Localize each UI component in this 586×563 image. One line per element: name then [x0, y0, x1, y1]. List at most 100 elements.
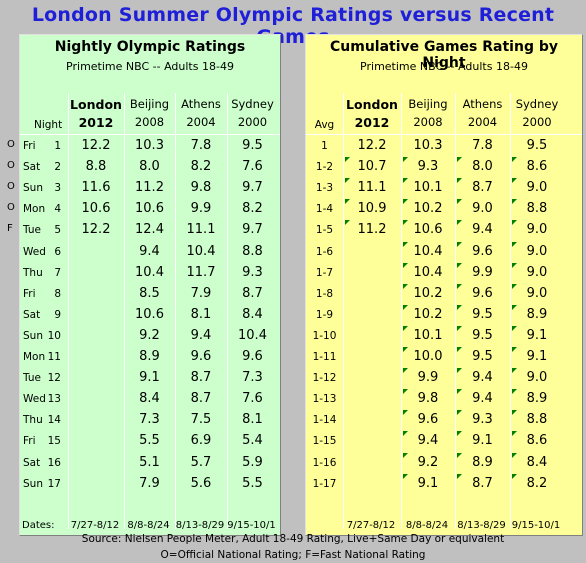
- avg-range-label: 1-13: [312, 393, 337, 406]
- left-date-range: 8/13-8/29: [175, 520, 225, 531]
- cumulative-rating-value: 7.8: [472, 138, 493, 153]
- column-header-year: 2004: [467, 115, 498, 129]
- row-night-number: 13: [47, 393, 61, 406]
- cumulative-rating-value: 8.2: [526, 475, 548, 491]
- avg-range-label: 1-8: [315, 287, 334, 300]
- cell-comment-marker: [403, 389, 408, 395]
- cell-comment-marker: [512, 241, 517, 247]
- column-separator: [343, 93, 344, 529]
- column-header-year: 2000: [522, 115, 552, 129]
- cell-comment-marker: [457, 368, 462, 374]
- cumulative-rating-value: 12.2: [357, 138, 387, 153]
- cell-comment-marker: [457, 473, 462, 479]
- nightly-rating-value: 11.2: [135, 180, 164, 196]
- cumulative-rating-value: 9.0: [526, 264, 548, 280]
- nightly-rating-value: 5.9: [242, 454, 263, 470]
- column-separator: [401, 93, 402, 529]
- left-date-range: 7/27-8/12: [70, 520, 120, 531]
- cell-comment-marker: [403, 452, 408, 458]
- cumulative-rating-value: 8.9: [526, 306, 548, 322]
- column-header-city: Beijing: [408, 97, 448, 111]
- cumulative-rating-value: 10.1: [413, 327, 443, 343]
- cumulative-rating-value: 9.4: [472, 222, 493, 238]
- nightly-rating-value: 6.9: [190, 433, 212, 449]
- cell-comment-marker: [512, 452, 517, 458]
- row-day: Wed: [23, 393, 46, 406]
- nightly-ratings-subtitle: Primetime NBC -- Adults 18-49: [66, 60, 234, 73]
- row-day: Sun: [23, 182, 43, 195]
- cumulative-rating-value: 10.0: [413, 349, 443, 364]
- nightly-rating-value: 9.7: [242, 222, 263, 238]
- avg-range-label: 1-14: [312, 414, 337, 427]
- cumulative-rating-value: 9.9: [472, 264, 493, 280]
- cumulative-rating-value: 8.9: [472, 454, 493, 470]
- cell-comment-marker: [345, 220, 350, 226]
- nightly-rating-value: 10.6: [135, 201, 164, 217]
- cumulative-ratings-subtitle: Primetime NBC -- Adults 18-49: [360, 60, 528, 73]
- cumulative-ratings-panel: Cumulative Games Rating by Night Primeti…: [305, 34, 583, 536]
- cumulative-rating-value: 8.8: [526, 201, 548, 217]
- nightly-ratings-title: Nightly Olympic Ratings: [54, 39, 246, 55]
- row-header-avg: Avg: [314, 119, 335, 131]
- cell-comment-marker: [403, 199, 408, 205]
- row-night-number: 9: [54, 308, 61, 321]
- cell-comment-marker: [345, 178, 350, 184]
- nightly-rating-value: 8.9: [139, 349, 160, 364]
- column-header-city: Beijing: [129, 97, 170, 111]
- nightly-rating-value: 5.4: [242, 433, 263, 449]
- nightly-rating-value: 9.2: [139, 327, 160, 343]
- cell-comment-marker: [457, 431, 462, 437]
- cell-comment-marker: [512, 431, 517, 437]
- column-separator: [124, 93, 125, 529]
- row-day: Fri: [23, 435, 36, 448]
- row-day: Wed: [23, 245, 46, 258]
- cumulative-rating-value: 9.6: [472, 285, 493, 301]
- nightly-rating-value: 8.8: [85, 159, 107, 175]
- cumulative-rating-value: 9.1: [526, 349, 548, 364]
- row-day: Sun: [23, 477, 43, 490]
- cell-comment-marker: [403, 410, 408, 416]
- avg-range-label: 1-17: [312, 477, 337, 490]
- row-night-number: 1: [54, 140, 61, 152]
- nightly-rating-value: 9.9: [190, 201, 212, 217]
- column-header-year: 2008: [134, 115, 165, 129]
- nightly-rating-value: 8.7: [190, 370, 212, 386]
- cumulative-rating-value: 9.5: [526, 138, 548, 153]
- column-header-city: Sydney: [231, 97, 274, 111]
- rating-type-flag: O: [7, 202, 15, 214]
- nightly-rating-value: 5.5: [139, 433, 160, 449]
- cell-comment-marker: [403, 220, 408, 226]
- cumulative-rating-value: 9.1: [417, 475, 439, 491]
- cell-comment-marker: [512, 389, 517, 395]
- nightly-rating-value: 7.5: [190, 412, 212, 428]
- avg-range-label: 1-5: [315, 224, 334, 237]
- nightly-rating-value: 8.7: [242, 285, 263, 301]
- nightly-rating-value: 9.6: [190, 349, 212, 364]
- nightly-rating-value: 8.4: [139, 391, 160, 407]
- row-day: Sat: [23, 308, 41, 321]
- cumulative-rating-value: 10.4: [413, 264, 443, 280]
- cumulative-rating-value: 10.2: [413, 306, 443, 322]
- nightly-rating-value: 7.3: [139, 412, 160, 428]
- avg-range-label: 1-4: [315, 203, 334, 216]
- cell-comment-marker: [457, 410, 462, 416]
- column-header-year: 2008: [413, 115, 443, 129]
- nightly-rating-value: 10.6: [135, 306, 164, 322]
- cell-comment-marker: [457, 304, 462, 310]
- source-note: Source: Nielsen People Meter, Adult 18-4…: [81, 533, 505, 545]
- nightly-rating-value: 9.3: [242, 264, 263, 280]
- row-night-number: 15: [47, 435, 61, 448]
- cumulative-rating-value: 10.2: [413, 201, 443, 217]
- row-day: Thu: [23, 266, 43, 279]
- column-separator: [510, 93, 511, 529]
- row-day: Sun: [23, 329, 43, 342]
- column-separator: [175, 93, 176, 529]
- cumulative-rating-value: 10.3: [413, 138, 443, 153]
- rating-type-flag: O: [7, 181, 15, 193]
- nightly-rating-value: 8.1: [242, 412, 263, 428]
- cell-comment-marker: [457, 178, 462, 184]
- cumulative-rating-value: 9.6: [472, 243, 493, 259]
- avg-range-label: 1-3: [315, 182, 334, 195]
- cell-comment-marker: [457, 241, 462, 247]
- row-day: Tue: [23, 372, 41, 385]
